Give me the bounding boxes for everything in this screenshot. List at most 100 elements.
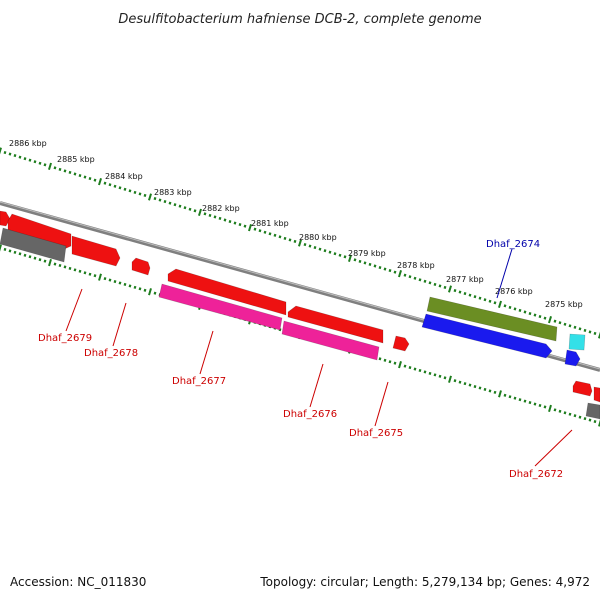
- inner-minor-tick: [513, 396, 517, 400]
- gene-label-dhaf-2679[interactable]: Dhaf_2679: [38, 333, 92, 344]
- outer-major-tick: [498, 300, 502, 308]
- outer-minor-tick: [568, 324, 572, 328]
- outer-minor-tick: [18, 155, 22, 159]
- outer-minor-tick: [228, 219, 232, 224]
- callout-line-dhaf-2674: [496, 248, 513, 299]
- kbp-label-2883: 2883 kbp: [154, 188, 192, 197]
- outer-minor-tick: [553, 319, 557, 323]
- gene-label-dhaf-2676[interactable]: Dhaf_2676: [283, 409, 337, 420]
- outer-minor-tick: [418, 278, 422, 282]
- gene-feature-pink-1[interactable]: [158, 283, 283, 331]
- gene-label-dhaf-2672[interactable]: Dhaf_2672: [509, 469, 563, 480]
- inner-minor-tick: [553, 408, 557, 412]
- inner-minor-tick: [378, 357, 382, 361]
- gene-feature-dhaf-2677[interactable]: [167, 268, 287, 316]
- outer-minor-tick: [468, 293, 472, 297]
- gene-label-dhaf-2675[interactable]: Dhaf_2675: [349, 428, 403, 439]
- outer-major-tick: [598, 331, 600, 339]
- outer-minor-tick: [408, 275, 412, 279]
- gene-feature-small-a[interactable]: [131, 257, 151, 276]
- kbp-tick-row-outer: [0, 147, 600, 339]
- gene-feature-dhaf-2675[interactable]: [392, 335, 410, 352]
- inner-major-tick: [48, 258, 52, 267]
- outer-minor-tick: [78, 173, 82, 178]
- inner-minor-tick: [468, 383, 472, 387]
- gene-labels: Dhaf_2679 Dhaf_2678 Dhaf_2677 Dhaf_2676 …: [38, 239, 563, 480]
- inner-minor-tick: [543, 405, 547, 409]
- gene-label-dhaf-2674[interactable]: Dhaf_2674: [486, 239, 540, 250]
- outer-minor-tick: [218, 216, 222, 221]
- outer-major-tick: [0, 147, 2, 155]
- inner-minor-tick: [128, 284, 132, 288]
- outer-minor-tick: [368, 262, 372, 267]
- inner-minor-tick: [93, 274, 97, 278]
- kbp-labels: 2886 kbp 2885 kbp 2884 kbp 2883 kbp 2882…: [9, 139, 583, 309]
- outer-minor-tick: [213, 215, 217, 219]
- outer-minor-tick: [193, 209, 197, 213]
- gene-feature-dhaf-2676[interactable]: [287, 305, 384, 344]
- outer-major-tick: [298, 239, 302, 247]
- gene-feature-pink-2[interactable]: [281, 320, 380, 361]
- inner-minor-tick: [418, 368, 422, 373]
- outer-minor-tick: [443, 285, 447, 290]
- outer-minor-tick: [158, 198, 162, 202]
- outer-major-tick: [248, 224, 252, 232]
- outer-minor-tick: [588, 330, 592, 334]
- outer-minor-tick: [308, 244, 312, 248]
- outer-minor-tick: [338, 253, 342, 257]
- callout-line-dhaf-2677: [199, 330, 214, 375]
- outer-minor-tick: [483, 298, 487, 302]
- inner-major-tick: [98, 273, 102, 281]
- inner-minor-tick: [53, 262, 57, 266]
- gene-feature-dhaf-2672[interactable]: [572, 380, 593, 397]
- kbp-label-2877: 2877 kbp: [446, 275, 484, 284]
- inner-minor-tick: [153, 291, 157, 295]
- outer-minor-tick: [108, 183, 112, 187]
- callout-line-dhaf-2676: [309, 363, 324, 408]
- outer-minor-tick: [578, 327, 582, 331]
- inner-minor-tick: [508, 395, 512, 399]
- gene-feature-2672-b[interactable]: [593, 386, 600, 403]
- inner-minor-tick: [393, 361, 397, 365]
- outer-minor-tick: [318, 247, 322, 251]
- gene-feature-cyan[interactable]: [568, 333, 586, 351]
- outer-minor-tick: [538, 315, 542, 319]
- inner-minor-tick: [108, 278, 112, 282]
- gene-feature-dhaf-2674[interactable]: [426, 296, 558, 342]
- inner-minor-tick: [3, 247, 7, 252]
- outer-minor-tick: [383, 267, 387, 271]
- gene-label-dhaf-2678[interactable]: Dhaf_2678: [84, 348, 138, 359]
- outer-minor-tick: [413, 276, 417, 280]
- inner-minor-tick: [528, 401, 532, 405]
- gene-feature-blue[interactable]: [421, 313, 553, 359]
- outer-minor-tick: [288, 238, 292, 242]
- outer-minor-tick: [528, 311, 532, 316]
- outer-minor-tick: [8, 152, 12, 156]
- inner-minor-tick: [28, 255, 32, 259]
- inner-minor-tick: [523, 399, 527, 403]
- outer-minor-tick: [58, 167, 62, 171]
- outer-minor-tick: [503, 304, 507, 308]
- inner-minor-tick: [438, 374, 442, 378]
- outer-major-tick: [98, 178, 102, 186]
- gene-label-dhaf-2677[interactable]: Dhaf_2677: [172, 376, 226, 387]
- outer-minor-tick: [238, 223, 242, 227]
- outer-minor-tick: [478, 296, 482, 300]
- outer-minor-tick: [43, 163, 47, 167]
- outer-minor-tick: [313, 246, 317, 250]
- kbp-label-2875: 2875 kbp: [545, 300, 583, 309]
- outer-minor-tick: [253, 227, 257, 231]
- gene-feature-grey-1[interactable]: [0, 227, 67, 263]
- gene-feature-dhaf-2679[interactable]: [71, 235, 121, 267]
- callout-line-dhaf-2679: [65, 288, 83, 332]
- gene-feature-grey-2[interactable]: [585, 402, 600, 420]
- inner-minor-tick: [588, 418, 592, 422]
- outer-minor-tick: [343, 255, 347, 259]
- outer-minor-tick: [3, 150, 7, 155]
- inner-minor-tick: [433, 373, 437, 377]
- outer-minor-tick: [93, 178, 97, 182]
- inner-major-tick: [598, 419, 600, 427]
- callout-line-dhaf-2678: [112, 302, 127, 347]
- gene-feature-blue-small[interactable]: [564, 349, 581, 367]
- outer-minor-tick: [178, 204, 182, 208]
